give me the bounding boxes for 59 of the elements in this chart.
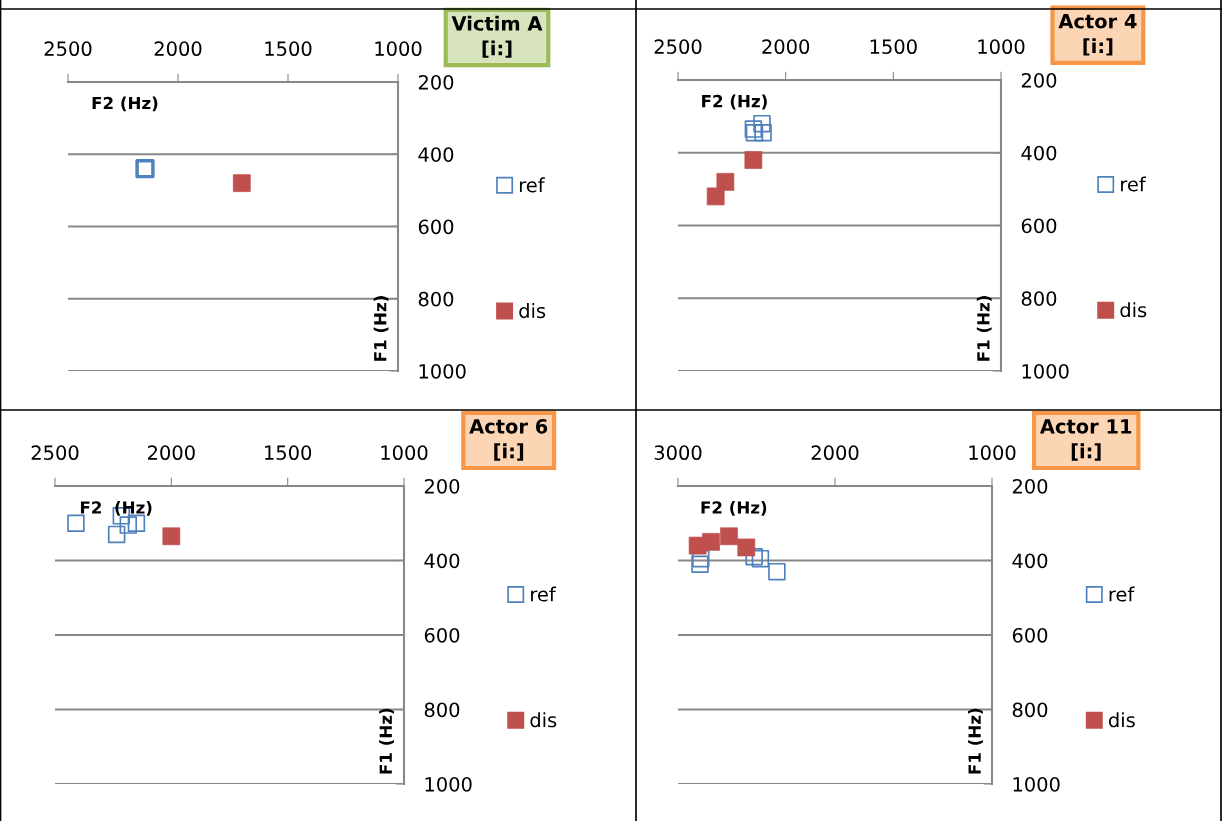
x-tick-label: 1000 — [969, 445, 1016, 461]
x-tick-label: 1000 — [381, 445, 428, 461]
x-tick-label: 2000 — [148, 445, 195, 461]
y-tick-label: 600 — [1021, 218, 1057, 234]
x-tick-label: 2500 — [44, 41, 92, 57]
point — [107, 525, 126, 544]
y-axis-title: F1 (Hz) — [373, 296, 389, 361]
y-tick-label: 400 — [1021, 145, 1057, 161]
y-tick-label: 600 — [1012, 627, 1048, 643]
x-axis-title: F2 (Hz) — [80, 500, 152, 516]
y-tick-label: 1000 — [1013, 776, 1060, 792]
legend-label: dis — [530, 712, 557, 728]
x-tick-label: 1000 — [978, 39, 1025, 55]
x-tick-label: 2000 — [762, 39, 810, 55]
x-tick-label: 3000 — [654, 445, 702, 461]
y-tick-label: 200 — [1021, 72, 1057, 88]
y-axis-title: F1 (Hz) — [379, 708, 395, 774]
x-axis-title: F2 (Hz) — [92, 96, 158, 112]
y-tick-label: 600 — [418, 219, 454, 235]
legend-label: dis — [1108, 712, 1135, 728]
legend-label: ref — [1109, 586, 1135, 602]
legend-label: dis — [1120, 302, 1147, 318]
legend-label: ref — [1121, 176, 1147, 192]
y-tick-label: 1000 — [425, 776, 472, 792]
y-tick-label: 400 — [424, 553, 460, 569]
y-axis-title: F1 (Hz) — [976, 296, 992, 361]
point — [67, 514, 85, 533]
y-tick-label: 200 — [424, 478, 460, 494]
y-tick-label: 600 — [424, 627, 460, 643]
y-tick-label: 400 — [1012, 553, 1048, 569]
point — [751, 549, 770, 568]
point — [119, 516, 138, 534]
x-tick-label: 2500 — [31, 445, 79, 461]
y-tick-label: 800 — [424, 702, 460, 718]
x-tick-label: 1500 — [265, 445, 312, 461]
x-tick-label: 1500 — [265, 41, 312, 57]
legend-label: dis — [519, 303, 546, 319]
y-tick-label: 800 — [1012, 702, 1048, 718]
x-tick-label: 1000 — [375, 41, 422, 57]
y-tick-label: 200 — [1012, 478, 1048, 494]
y-tick-label: 1000 — [419, 363, 466, 379]
y-tick-label: 400 — [418, 147, 454, 162]
y-axis-title: F1 (Hz) — [968, 708, 983, 774]
x-axis-title: F2 (Hz) — [701, 500, 767, 516]
y-tick-label: 800 — [1021, 291, 1057, 306]
x-tick-label: 1500 — [870, 39, 917, 55]
x-tick-label: 2500 — [654, 39, 702, 55]
text: Victim A [i:] — [451, 15, 543, 58]
text: Actor 11 [i:] — [1039, 419, 1132, 461]
text: Actor 4 [i:] — [1058, 14, 1137, 56]
x-tick-label: 2000 — [154, 41, 202, 57]
y-tick-label: 800 — [418, 291, 454, 307]
x-axis-title: F2 (Hz) — [702, 94, 767, 110]
text: Actor 6 [i:] — [469, 419, 548, 461]
y-tick-label: 1000 — [1022, 363, 1069, 379]
x-tick-label: 2000 — [811, 445, 859, 461]
legend-label: ref — [531, 586, 557, 602]
y-tick-label: 200 — [418, 74, 454, 90]
legend-label: ref — [519, 177, 545, 193]
